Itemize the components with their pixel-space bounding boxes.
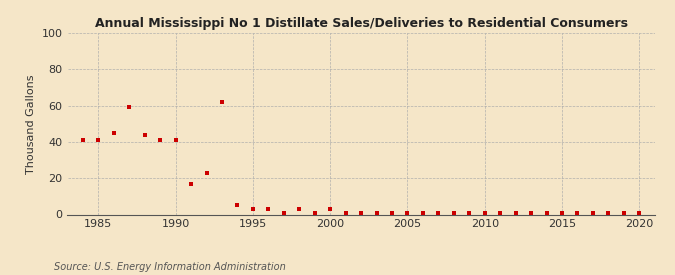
- Point: [402, 210, 413, 215]
- Point: [139, 133, 150, 137]
- Point: [433, 210, 443, 215]
- Point: [248, 207, 259, 211]
- Point: [448, 210, 459, 215]
- Point: [526, 210, 537, 215]
- Title: Annual Mississippi No 1 Distillate Sales/Deliveries to Residential Consumers: Annual Mississippi No 1 Distillate Sales…: [95, 17, 628, 31]
- Point: [634, 210, 645, 215]
- Point: [325, 207, 335, 211]
- Point: [587, 210, 598, 215]
- Point: [572, 210, 583, 215]
- Point: [371, 210, 382, 215]
- Point: [340, 210, 351, 215]
- Point: [541, 210, 552, 215]
- Point: [279, 210, 290, 215]
- Point: [557, 210, 568, 215]
- Text: Source: U.S. Energy Information Administration: Source: U.S. Energy Information Administ…: [54, 262, 286, 272]
- Point: [309, 210, 320, 215]
- Point: [186, 182, 196, 186]
- Point: [464, 210, 475, 215]
- Point: [387, 210, 398, 215]
- Point: [263, 207, 274, 211]
- Point: [294, 207, 304, 211]
- Point: [93, 138, 104, 142]
- Y-axis label: Thousand Gallons: Thousand Gallons: [26, 74, 36, 174]
- Point: [356, 210, 367, 215]
- Point: [124, 105, 135, 110]
- Point: [78, 138, 88, 142]
- Point: [217, 100, 227, 104]
- Point: [479, 210, 490, 215]
- Point: [495, 210, 506, 215]
- Point: [155, 138, 165, 142]
- Point: [232, 203, 243, 208]
- Point: [109, 131, 119, 135]
- Point: [418, 210, 429, 215]
- Point: [510, 210, 521, 215]
- Point: [201, 170, 212, 175]
- Point: [618, 210, 629, 215]
- Point: [170, 138, 181, 142]
- Point: [603, 210, 614, 215]
